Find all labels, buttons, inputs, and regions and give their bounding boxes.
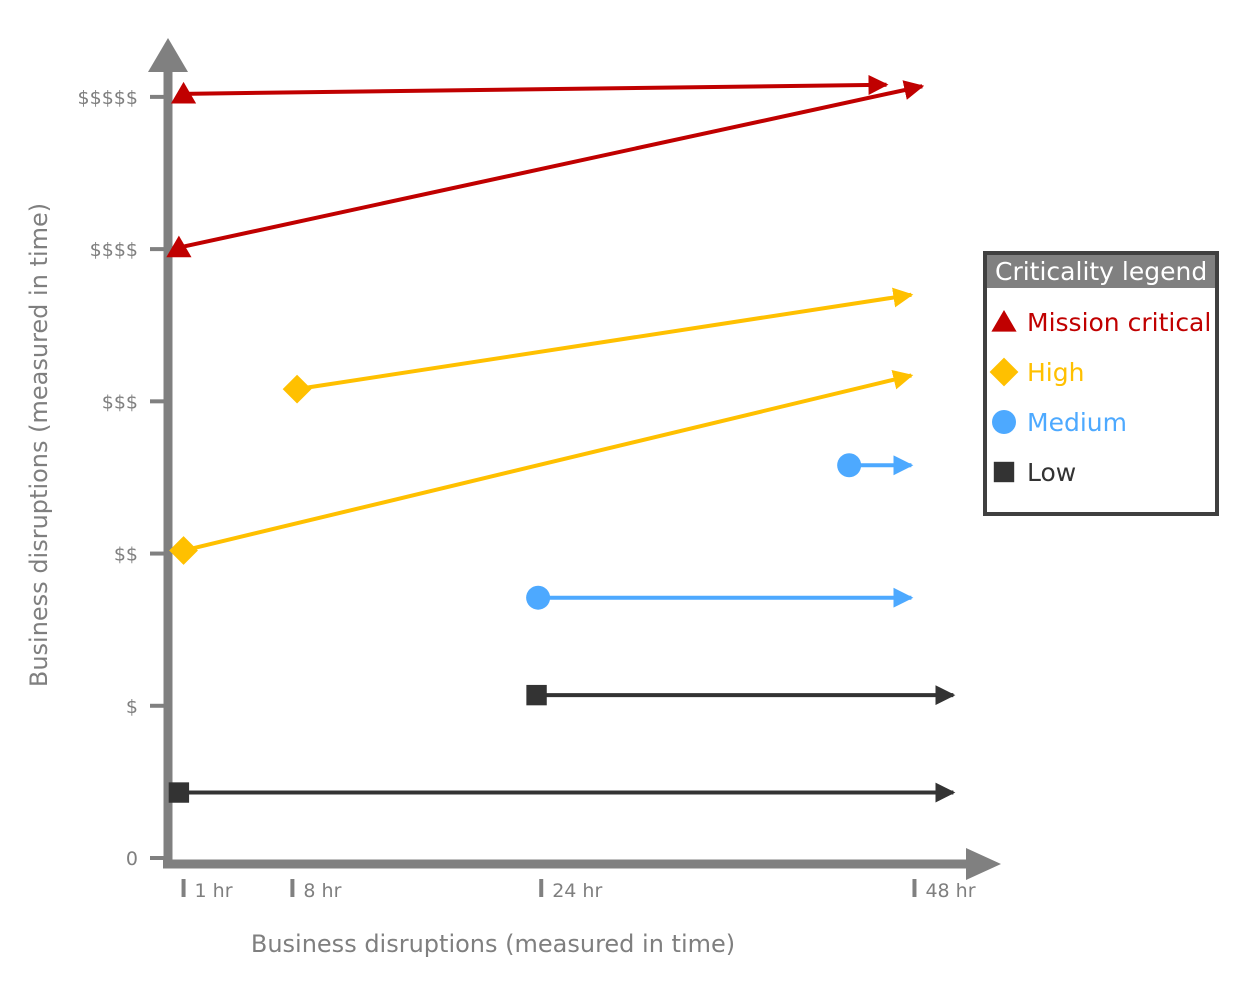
series-marker-high <box>282 374 312 404</box>
series-group <box>166 74 956 803</box>
series-marker-high <box>169 536 198 565</box>
x-axis-arrow-icon <box>966 848 1001 880</box>
diamond-icon <box>989 357 1019 387</box>
series-marker-low <box>168 782 190 803</box>
series-marker-medium <box>526 585 551 610</box>
axes <box>148 38 1001 880</box>
legend-title: Criticality legend <box>995 257 1207 286</box>
series-line-mission <box>183 74 889 96</box>
series-marker-low <box>526 684 547 706</box>
legend-label-low: Low <box>1027 458 1076 487</box>
legend-entries: Mission critical High Medium Low <box>989 308 1211 487</box>
legend-box <box>983 251 1219 516</box>
y-ticks: 0$$$$$$$$$$$$$$$ <box>78 87 166 870</box>
legend-label-medium: Medium <box>1027 408 1127 437</box>
y-tick-label: $ <box>126 696 138 718</box>
y-axis-arrow-icon <box>148 38 188 72</box>
series-line-high <box>183 369 914 553</box>
series-line-mission <box>178 80 925 250</box>
triangle-icon <box>991 310 1017 332</box>
y-axis-title: Business disruptions (measured in time) <box>25 203 53 687</box>
series-line-high <box>296 287 914 392</box>
y-tick-label: 0 <box>126 848 138 870</box>
x-axis-title: Business disruptions (measured in time) <box>251 930 735 958</box>
legend: Criticality legend Mission criticalHighM… <box>983 251 1219 516</box>
x-tick-label: 48 hr <box>925 880 975 902</box>
y-tick-label: $$ <box>114 544 138 566</box>
legend-label-high: High <box>1027 358 1084 387</box>
series-marker-mission <box>170 81 197 104</box>
circle-icon <box>992 410 1016 434</box>
x-tick-label: 24 hr <box>552 880 602 902</box>
y-tick-label: $$$$ <box>90 239 138 261</box>
series-marker-mission <box>166 235 192 258</box>
x-tick-label: 1 hr <box>195 880 233 902</box>
series-marker-medium <box>837 453 862 478</box>
x-ticks: 1 hr 8 hr 24 hr 48 hr <box>181 879 976 902</box>
x-tick-label: 8 hr <box>303 880 341 902</box>
y-tick-label: $$$ <box>102 391 138 413</box>
legend-label-mission: Mission critical <box>1027 308 1211 337</box>
y-tick-label: $$$$$ <box>78 87 138 109</box>
legend-title-bg <box>987 255 1215 288</box>
square-icon <box>993 461 1015 483</box>
